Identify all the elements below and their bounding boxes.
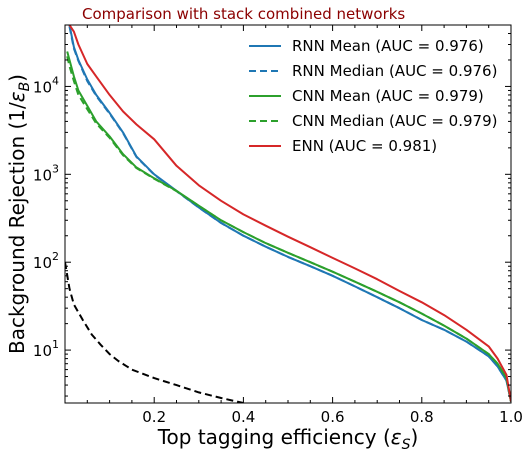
x-axis-label: Top tagging efficiency (εS)	[157, 425, 419, 453]
series-line-2	[66, 51, 511, 402]
y-tick-label-3: 104	[33, 74, 59, 96]
y-tick-label-2: 103	[33, 162, 59, 184]
series-line-1	[68, 26, 511, 402]
legend-label-3: CNN Median (AUC = 0.979)	[292, 112, 497, 130]
y-axis-label: Background Rejection (1/εB)	[5, 74, 33, 354]
legend-label-1: RNN Median (AUC = 0.976)	[292, 62, 497, 80]
series-line-3	[66, 56, 511, 402]
x-tick-label-2: 0.6	[321, 408, 345, 426]
y-tick-label-1: 102	[33, 250, 59, 272]
plot-frame	[64, 24, 512, 404]
y-tick-label-0: 101	[33, 338, 59, 360]
x-tick-label-3: 0.8	[410, 408, 434, 426]
series-line-0	[68, 25, 511, 402]
x-tick-label-1: 0.4	[231, 408, 255, 426]
series-line-4	[68, 25, 511, 402]
series-lines	[65, 25, 511, 403]
legend-label-2: CNN Mean (AUC = 0.979)	[292, 87, 484, 105]
tick-labels: 0.2 0.4 0.6 0.8 1.0 101 102 103 104	[33, 74, 523, 426]
x-tick-label-4: 1.0	[499, 408, 523, 426]
series-line-5	[65, 262, 244, 403]
legend: RNN Mean (AUC = 0.976) RNN Median (AUC = …	[249, 37, 497, 155]
x-tick-label-0: 0.2	[142, 408, 166, 426]
legend-label-0: RNN Mean (AUC = 0.976)	[292, 37, 484, 55]
axis-ticks	[65, 24, 512, 403]
legend-label-4: ENN (AUC = 0.981)	[292, 137, 437, 155]
chart-title: Comparison with stack combined networks	[82, 5, 405, 23]
